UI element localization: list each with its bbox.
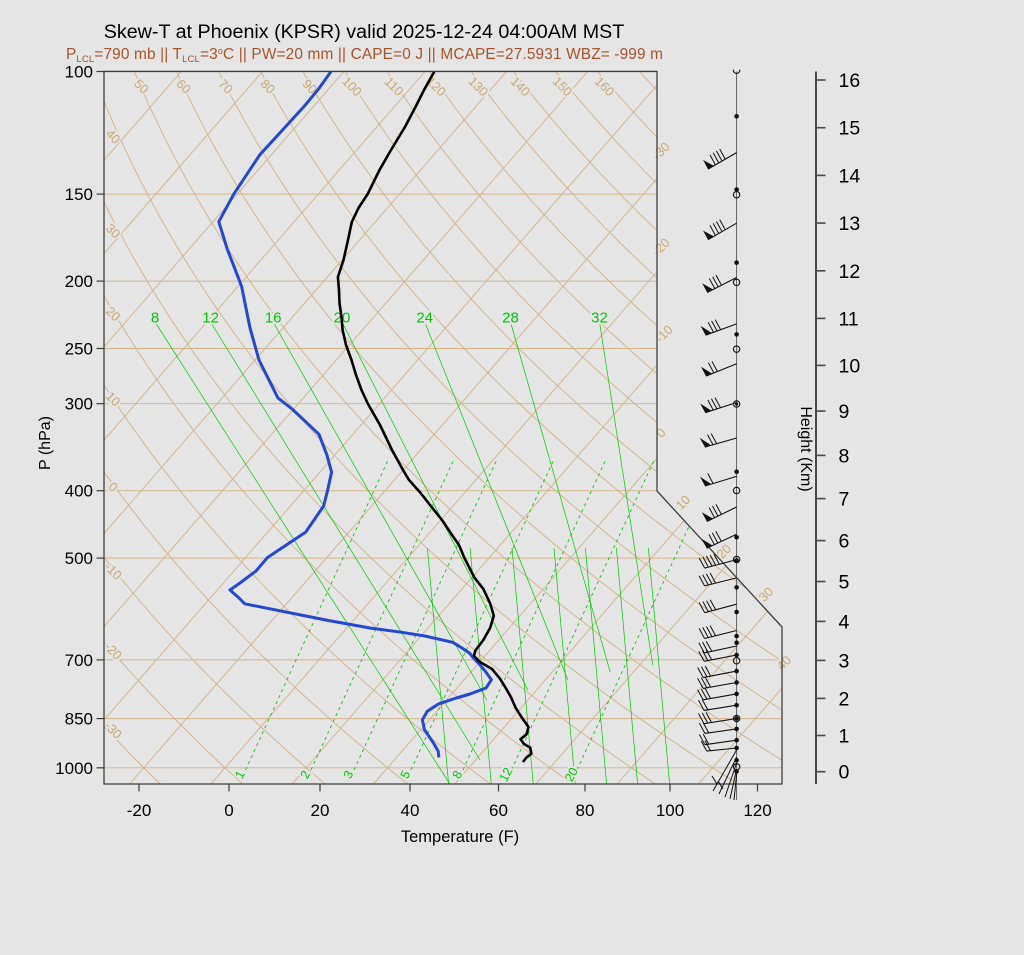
svg-text:8: 8 [839, 445, 850, 467]
svg-text:200: 200 [65, 272, 93, 291]
svg-text:1: 1 [839, 726, 850, 748]
svg-text:32: 32 [591, 309, 608, 326]
svg-text:250: 250 [65, 340, 93, 359]
svg-text:14: 14 [839, 165, 861, 187]
svg-text:300: 300 [65, 395, 93, 414]
svg-text:0: 0 [839, 762, 850, 784]
svg-text:28: 28 [502, 309, 519, 326]
svg-text:16: 16 [839, 70, 861, 92]
svg-text:700: 700 [65, 651, 93, 670]
svg-text:P (hPa): P (hPa) [37, 416, 54, 470]
svg-text:80: 80 [576, 801, 595, 820]
svg-text:10: 10 [839, 355, 861, 377]
svg-text:-20: -20 [127, 801, 152, 820]
svg-text:9: 9 [839, 401, 850, 423]
svg-text:Temperature (F): Temperature (F) [401, 828, 519, 846]
svg-text:2: 2 [839, 688, 850, 710]
svg-text:24: 24 [416, 309, 433, 326]
svg-text:500: 500 [65, 549, 93, 568]
svg-text:400: 400 [65, 482, 93, 501]
svg-text:40: 40 [401, 801, 420, 820]
svg-text:15: 15 [839, 118, 861, 140]
svg-text:1000: 1000 [55, 759, 93, 778]
svg-text:12: 12 [839, 261, 861, 283]
svg-text:3: 3 [839, 650, 850, 672]
svg-text:4: 4 [839, 611, 850, 633]
svg-text:120: 120 [743, 801, 771, 820]
svg-text:100: 100 [656, 801, 684, 820]
svg-text:0: 0 [224, 801, 233, 820]
svg-text:850: 850 [65, 710, 93, 729]
svg-text:100: 100 [65, 63, 93, 82]
svg-text:Height (Km): Height (Km) [797, 406, 814, 491]
svg-text:13: 13 [839, 213, 861, 235]
svg-text:11: 11 [839, 308, 859, 330]
svg-text:Skew-T at Phoenix (KPSR) valid: Skew-T at Phoenix (KPSR) valid 2025-12-2… [104, 21, 625, 43]
svg-text:60: 60 [489, 801, 508, 820]
svg-text:20: 20 [311, 801, 330, 820]
svg-text:150: 150 [65, 185, 93, 204]
svg-text:7: 7 [839, 489, 850, 511]
svg-text:8: 8 [151, 309, 159, 326]
svg-text:16: 16 [265, 309, 282, 326]
svg-text:6: 6 [839, 531, 850, 553]
svg-text:PLCL=790 mb || TLCL=3oC || PW=: PLCL=790 mb || TLCL=3oC || PW=20 mm || C… [66, 46, 663, 65]
svg-text:12: 12 [202, 309, 219, 326]
svg-text:5: 5 [839, 572, 850, 594]
